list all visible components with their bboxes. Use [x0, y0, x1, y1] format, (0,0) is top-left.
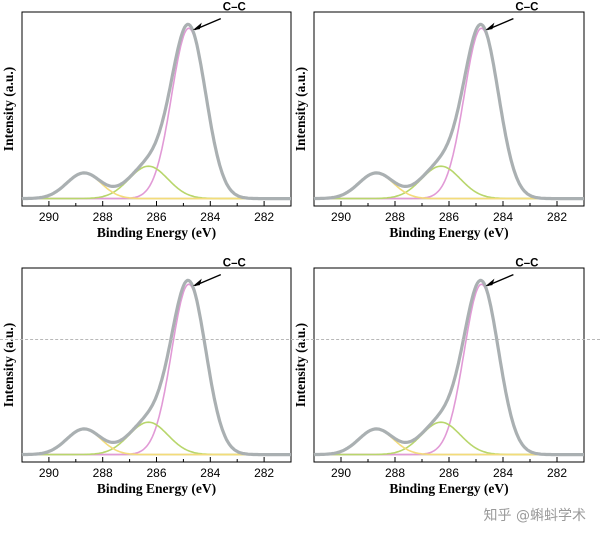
y-axis-label: Intensity (a.u.) — [1, 323, 16, 407]
x-axis-label: Binding Energy (eV) — [389, 481, 508, 496]
fitted-peak-284.8 — [22, 283, 291, 456]
envelope-curve — [21, 22, 292, 201]
x-tick-label-286: 286 — [439, 466, 459, 480]
x-tick-label-288: 288 — [385, 466, 405, 480]
watermark: 知乎 @蝌蚪学术 — [483, 508, 586, 524]
y-axis-label: Intensity (a.u.) — [1, 67, 16, 151]
annotation-arrow-head — [485, 278, 495, 287]
fitted-peak-284.8 — [22, 27, 291, 200]
x-tick-label-286: 286 — [146, 210, 166, 224]
x-tick-label-284: 284 — [200, 466, 220, 480]
annotation-arrow-head — [485, 22, 495, 31]
x-tick-label-286: 286 — [146, 466, 166, 480]
chart-panel-2: 290 288 286 284 282 Binding Energy (eV) Intens… — [293, 2, 585, 240]
chart-panel-3: 290 288 286 284 282 Binding Energy (eV) Intens… — [1, 258, 292, 496]
fitted-peak-284.8 — [314, 27, 584, 200]
plot-frame — [313, 267, 585, 463]
x-axis-label: Binding Energy (eV) — [389, 225, 508, 240]
chart-panel-4: 290 288 286 284 282 Binding Energy (eV) Intens… — [293, 258, 585, 496]
annotation-label: C–C — [223, 258, 246, 270]
x-tick-label-290: 290 — [39, 466, 59, 480]
annotation-label: C–C — [223, 2, 246, 14]
x-tick-label-284: 284 — [200, 210, 220, 224]
x-tick-label-290: 290 — [331, 466, 351, 480]
x-axis-label: Binding Energy (eV) — [97, 481, 216, 496]
x-tick-label-290: 290 — [39, 210, 59, 224]
annotation-arrow-head — [192, 22, 202, 31]
x-tick-label-290: 290 — [331, 210, 351, 224]
x-tick-label-282: 282 — [254, 466, 274, 480]
fitted-peak-284.8 — [314, 283, 584, 456]
annotation-label: C–C — [515, 258, 538, 270]
annotation-arrow-head — [192, 278, 202, 287]
x-tick-label-288: 288 — [93, 210, 113, 224]
x-tick-label-282: 282 — [547, 466, 567, 480]
x-tick-label-282: 282 — [547, 210, 567, 224]
x-tick-label-286: 286 — [439, 210, 459, 224]
annotation-label: C–C — [515, 2, 538, 14]
x-tick-label-284: 284 — [493, 210, 513, 224]
x-axis-label: Binding Energy (eV) — [97, 225, 216, 240]
plot-frame — [21, 11, 292, 207]
x-tick-label-284: 284 — [493, 466, 513, 480]
y-axis-label: Intensity (a.u.) — [293, 67, 308, 151]
envelope-curve — [313, 22, 585, 201]
y-axis-label: Intensity (a.u.) — [293, 323, 308, 407]
x-tick-label-288: 288 — [385, 210, 405, 224]
chart-panel-1: 290 288 286 284 282 Binding Energy (eV) Intens… — [1, 2, 292, 240]
x-tick-label-282: 282 — [254, 210, 274, 224]
x-tick-label-288: 288 — [93, 466, 113, 480]
envelope-curve — [313, 278, 585, 457]
dashed-guide-line — [0, 339, 600, 340]
envelope-curve — [21, 278, 292, 457]
plot-frame — [21, 267, 292, 463]
plot-frame — [313, 11, 585, 207]
